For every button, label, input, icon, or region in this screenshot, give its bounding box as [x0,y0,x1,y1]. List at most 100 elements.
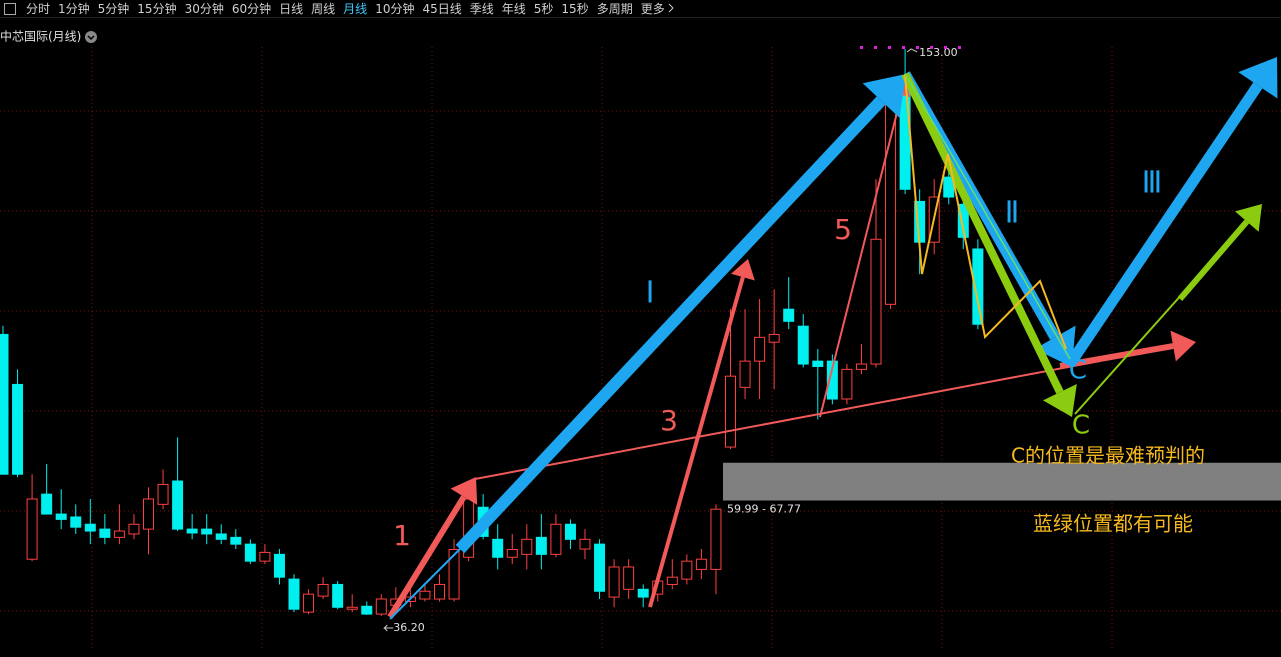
more-chevron[interactable] [668,2,674,16]
candle-body [666,576,678,585]
candle-body [535,536,547,555]
peak-dot [958,46,961,49]
candle-body [725,375,736,448]
toolbar-item[interactable]: 分时 [26,2,51,16]
annotation: 3 [660,404,678,437]
toolbar-item[interactable]: 周线 [311,2,336,16]
candle-body [26,498,38,560]
candle-body [448,548,460,600]
candle-body [506,548,518,558]
candle-body [99,528,111,538]
arrow-shaft [455,96,886,554]
toolbar-item[interactable]: 多周期 [596,2,633,16]
candle-body [739,360,751,388]
candle-body [841,368,853,400]
toolbar-item[interactable]: 10分钟 [375,2,415,16]
annotation: 5 [834,213,852,246]
toolbar-item[interactable]: 月线 [343,2,368,16]
candle-body [361,605,373,615]
peak-dot [888,46,891,49]
arrow-shaft [1065,82,1263,368]
toolbar-item[interactable]: 日线 [279,2,304,16]
candle-body [419,590,431,600]
candle-body [84,523,96,532]
toolbar-item[interactable]: 30分钟 [184,2,224,16]
peak-dot [944,46,947,49]
candle-body [12,383,24,475]
title-dropdown[interactable] [85,31,97,43]
candle-body [957,203,969,238]
candle-body [899,88,911,190]
candle-body [783,308,795,322]
arrow-shaft [819,94,903,418]
toolbar-item[interactable]: 5分钟 [97,2,130,16]
annotation: 蓝绿位置都有可能 [1033,512,1193,536]
arrow-shaft [648,276,745,608]
candle-body [375,598,387,615]
high-marker-label: 153.00 [919,46,958,59]
candle-body [41,493,53,515]
candle-body [201,528,213,535]
arrow-head [450,477,478,505]
toolbar-item[interactable]: 15分钟 [137,2,177,16]
candle-body [623,566,635,590]
annotation: C的位置是最难预判的 [1011,444,1205,468]
candle-body [172,480,184,530]
candle-body [303,593,315,613]
candle-body [113,530,125,538]
candle-body [55,513,67,520]
candle-body [492,538,504,558]
subwave-path [904,73,1067,350]
annotation: 1 [393,519,411,552]
candle-body [273,553,285,578]
trend-line [904,73,1071,360]
toolbar-item[interactable]: 更多 [640,2,665,16]
candle-body [244,543,256,562]
toolbar-item[interactable]: 季线 [469,2,494,16]
annotation: Ⅰ [646,276,655,311]
arrow-head [1043,383,1077,417]
chart: 中芯国际(月线) 59.99 - 67.77 153.00 36.20 Ⅰ Ⅱ Ⅲ 1 3 5 C… [0,29,1281,648]
dropdown-chevron [87,35,95,41]
chart-title: 中芯国际(月线) [0,29,81,44]
candle-body [579,538,591,550]
peak-dot [916,46,919,49]
annotation: Ⅲ [1142,166,1163,201]
annotation: C [1072,411,1090,441]
candle-body [259,551,271,562]
toolbar-item[interactable]: 1分钟 [58,2,90,16]
candle-body [768,333,780,343]
peak-dot [874,46,877,49]
candle-body [608,566,620,598]
toolbar-item[interactable]: 60分钟 [231,2,272,16]
grid [0,47,1281,648]
candle-body [564,523,576,540]
arrow-shaft [387,495,467,619]
candle-body [186,528,198,534]
candle-body [70,516,82,528]
zone-label: 59.99 - 67.77 [727,503,801,516]
arrow-shaft [901,72,1064,394]
toolbar-icon[interactable] [4,2,16,15]
candle-body [550,523,562,555]
candle-body [157,483,169,505]
zone-band [723,462,1281,501]
arrow-head [730,259,755,281]
toolbar-item[interactable]: 45日线 [422,2,462,16]
toolbar-item[interactable]: 15秒 [561,2,589,16]
toolbar-item[interactable]: 年线 [501,2,526,16]
candle-body [288,578,300,610]
candle-body [317,583,329,597]
low-marker-pointer [383,624,394,632]
candle-body [0,333,9,475]
candle-body [215,533,227,540]
toolbar-item[interactable]: 5秒 [533,2,554,16]
candle-body [128,523,140,535]
arrow-head [1235,204,1262,232]
annotation: Ⅱ [1005,196,1020,231]
candle-body [826,360,838,400]
candle-body [710,508,722,570]
peak-dot [902,46,905,49]
trend-line [474,360,1101,480]
